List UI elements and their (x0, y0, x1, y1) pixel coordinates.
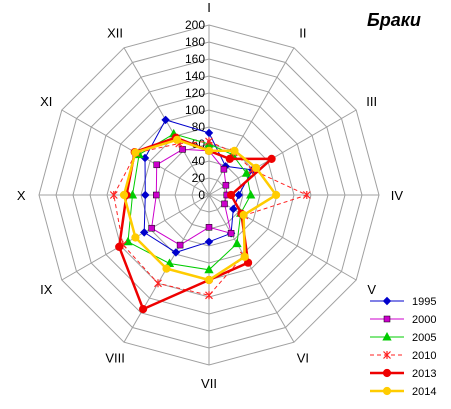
point-2013-VIII (139, 305, 148, 314)
grid-spoke-VI (208, 194, 295, 343)
point-2014-VIII (162, 264, 171, 273)
point-1995-VII (204, 237, 214, 247)
point-1995-IX (139, 228, 149, 237)
category-label-IX: IX (40, 282, 53, 297)
legend-item-1995: 1995 (370, 296, 436, 308)
tick-label-40: 40 (192, 154, 206, 168)
point-2013-IX (115, 242, 124, 251)
radar-grid (38, 24, 380, 366)
point-2000-VII (205, 224, 213, 231)
point-2014-V (239, 210, 248, 220)
legend-label-2005: 2005 (412, 332, 436, 344)
series-group (109, 115, 311, 314)
tick-label-20: 20 (192, 171, 206, 185)
point-2014-IV (272, 190, 281, 200)
point-2010-VIII (154, 279, 162, 288)
tick-label-100: 100 (185, 103, 205, 117)
category-label-VIII: VIII (105, 351, 125, 366)
legend-label-2013: 2013 (412, 368, 436, 380)
point-2010-I (205, 137, 213, 146)
point-2014-XII (173, 135, 182, 144)
point-1995-V (229, 204, 238, 214)
point-2000-IX (148, 224, 155, 232)
grid-spoke-III (208, 109, 357, 196)
point-1995-X (141, 190, 150, 200)
category-label-I: I (207, 0, 211, 15)
point-1995-VIII (171, 248, 181, 257)
point-2014-IX (131, 233, 140, 242)
point-2005-III (241, 168, 252, 177)
legend-marker-1995 (382, 296, 392, 306)
legend-label-2010: 2010 (412, 350, 436, 362)
point-2000-V (221, 200, 228, 208)
point-2000-VIII (176, 241, 184, 249)
category-label-II: II (299, 25, 306, 40)
point-2010-X (109, 191, 118, 199)
category-label-VI: VI (297, 351, 309, 366)
series-2014 (119, 135, 281, 285)
tick-label-140: 140 (185, 69, 205, 83)
category-label-XII: XII (107, 25, 123, 40)
category-label-VII: VII (201, 376, 217, 391)
point-2000-XII (179, 146, 186, 153)
legend-item-2010: 2010 (370, 350, 436, 362)
point-2014-III (252, 163, 261, 172)
tick-label-0: 0 (198, 188, 205, 202)
legend-marker-2010 (383, 351, 391, 359)
legend-item-2013: 2013 (370, 368, 436, 380)
legend-label-1995: 1995 (412, 296, 436, 308)
point-2000-XI (153, 161, 160, 169)
point-2013-II (225, 154, 234, 163)
point-2014-XI (131, 148, 140, 157)
chart-title: Браки (367, 10, 421, 30)
point-1995-XII (161, 115, 170, 125)
tick-label-80: 80 (192, 120, 206, 134)
point-2005-X (127, 189, 138, 199)
point-2014-II (230, 146, 239, 155)
tick-label-200: 200 (185, 18, 205, 32)
point-2013-III (267, 154, 276, 163)
point-2014-X (119, 190, 129, 200)
tick-label-160: 160 (185, 52, 205, 66)
point-2005-VI (232, 238, 242, 248)
category-label-III: III (366, 94, 377, 109)
point-2014-VI (240, 252, 249, 261)
legend-item-2005: 2005 (370, 331, 436, 344)
legend-label-2000: 2000 (412, 314, 436, 326)
point-2005-VII (204, 264, 214, 274)
tick-label-180: 180 (185, 35, 205, 49)
point-2000-II (220, 165, 228, 173)
point-2000-III (222, 181, 230, 189)
point-2000-VI (227, 230, 235, 237)
legend-marker-2000 (383, 315, 391, 323)
point-2000-X (153, 191, 160, 199)
legend-marker-2013 (382, 368, 392, 378)
point-2005-IX (123, 236, 133, 246)
legend: 1995 2000 2005 2010 2013 2014 (370, 296, 436, 398)
legend-marker-2005 (382, 331, 392, 341)
category-label-X: X (17, 188, 26, 203)
point-1995-IV (234, 190, 244, 200)
point-2010-VII (205, 291, 213, 300)
category-label-IV: IV (391, 188, 404, 203)
legend-marker-2014 (382, 386, 392, 396)
tick-label-120: 120 (185, 86, 205, 100)
point-2014-I (204, 146, 214, 155)
point-2005-IV (246, 189, 256, 199)
point-2010-IV (302, 191, 311, 199)
point-2014-VII (204, 275, 214, 285)
category-label-XI: XI (40, 94, 52, 109)
category-label-V: V (367, 282, 376, 297)
legend-label-2014: 2014 (412, 386, 436, 398)
legend-item-2000: 2000 (370, 314, 436, 326)
point-1995-I (204, 128, 214, 138)
point-2013-IV (227, 190, 236, 200)
point-2013-VI (244, 258, 253, 267)
legend-item-2014: 2014 (370, 386, 436, 398)
